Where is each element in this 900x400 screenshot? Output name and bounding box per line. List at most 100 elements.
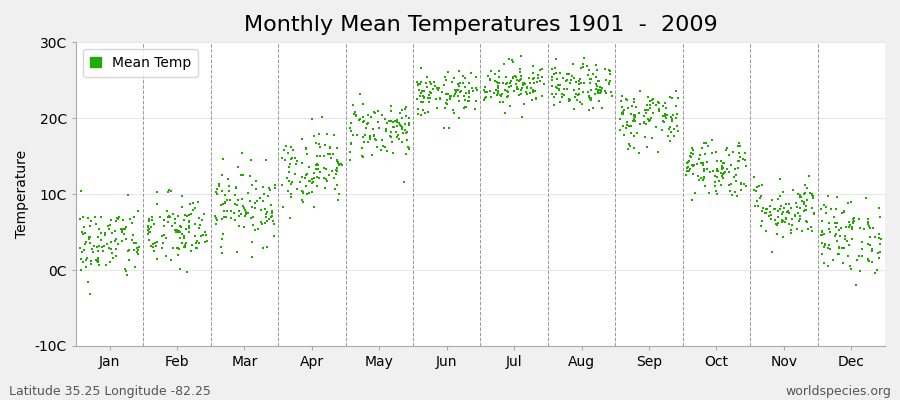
Point <box>842 219 856 225</box>
Point <box>361 120 375 126</box>
Point <box>795 228 809 234</box>
Point <box>356 114 370 120</box>
Point <box>483 76 498 82</box>
Point <box>531 75 545 81</box>
Point <box>714 158 728 164</box>
Point <box>401 115 416 122</box>
Point <box>628 112 643 118</box>
Point <box>784 227 798 233</box>
Point <box>105 250 120 256</box>
Point <box>418 80 433 86</box>
Point <box>392 120 407 126</box>
Point <box>145 217 159 223</box>
Point <box>284 156 298 162</box>
Point <box>309 140 323 146</box>
Point <box>872 235 886 242</box>
Point <box>656 113 670 120</box>
Point <box>257 206 272 212</box>
Point <box>146 244 160 250</box>
Point <box>481 89 495 96</box>
Point <box>512 78 526 84</box>
Point <box>130 245 144 252</box>
Point <box>603 78 617 84</box>
Point <box>639 121 653 127</box>
Point <box>298 175 312 182</box>
Point <box>669 88 683 94</box>
Point <box>199 232 213 238</box>
Point <box>411 80 426 87</box>
Point <box>621 105 635 111</box>
Point <box>150 201 165 208</box>
Point <box>556 86 571 92</box>
Point <box>778 219 792 226</box>
Point <box>788 200 803 206</box>
Point <box>195 217 210 224</box>
Point <box>121 192 135 198</box>
Point <box>491 89 506 96</box>
Point <box>827 233 842 239</box>
Point <box>457 75 472 82</box>
Point <box>515 85 529 91</box>
Point <box>84 260 98 267</box>
Point <box>330 197 345 203</box>
Point <box>598 66 613 72</box>
Point <box>245 254 259 261</box>
Point <box>328 186 342 192</box>
Point <box>325 168 339 174</box>
Point <box>318 142 332 149</box>
Point <box>477 97 491 103</box>
Point <box>615 111 629 117</box>
Point <box>97 242 112 249</box>
Point <box>281 188 295 194</box>
Point <box>454 88 468 94</box>
Point <box>776 234 790 240</box>
Point <box>506 74 520 80</box>
Point <box>284 143 298 150</box>
Point <box>282 169 296 175</box>
Point <box>196 232 211 238</box>
Point <box>735 156 750 162</box>
Point <box>649 102 663 109</box>
Point <box>290 185 304 192</box>
Point <box>174 224 188 230</box>
Point <box>707 173 722 179</box>
Point <box>452 68 466 75</box>
Point <box>573 65 588 72</box>
Point <box>365 152 380 158</box>
Point <box>498 61 512 68</box>
Point <box>683 152 698 159</box>
Point <box>400 144 415 150</box>
Point <box>162 187 176 194</box>
Point <box>83 223 97 229</box>
Point <box>477 87 491 93</box>
Point <box>796 190 811 197</box>
Point <box>331 162 346 169</box>
Point <box>725 149 740 156</box>
Point <box>383 134 398 140</box>
Point <box>500 93 515 100</box>
Point <box>686 146 700 153</box>
Point <box>861 216 876 222</box>
Point <box>663 138 678 144</box>
Point <box>244 157 258 164</box>
Point <box>663 94 678 100</box>
Point <box>670 123 684 130</box>
Point <box>560 76 574 83</box>
Point <box>128 264 142 270</box>
Point <box>615 110 629 117</box>
Point <box>178 242 193 248</box>
Point <box>616 132 631 138</box>
Point <box>628 103 643 110</box>
Point <box>643 98 657 104</box>
Point <box>113 226 128 232</box>
Point <box>379 126 393 133</box>
Point <box>397 179 411 186</box>
Point <box>834 210 849 216</box>
Point <box>804 224 818 230</box>
Point <box>702 190 716 196</box>
Point <box>458 104 473 110</box>
Point <box>636 113 651 119</box>
Point <box>669 103 683 110</box>
Point <box>556 75 571 82</box>
Point <box>144 224 158 230</box>
